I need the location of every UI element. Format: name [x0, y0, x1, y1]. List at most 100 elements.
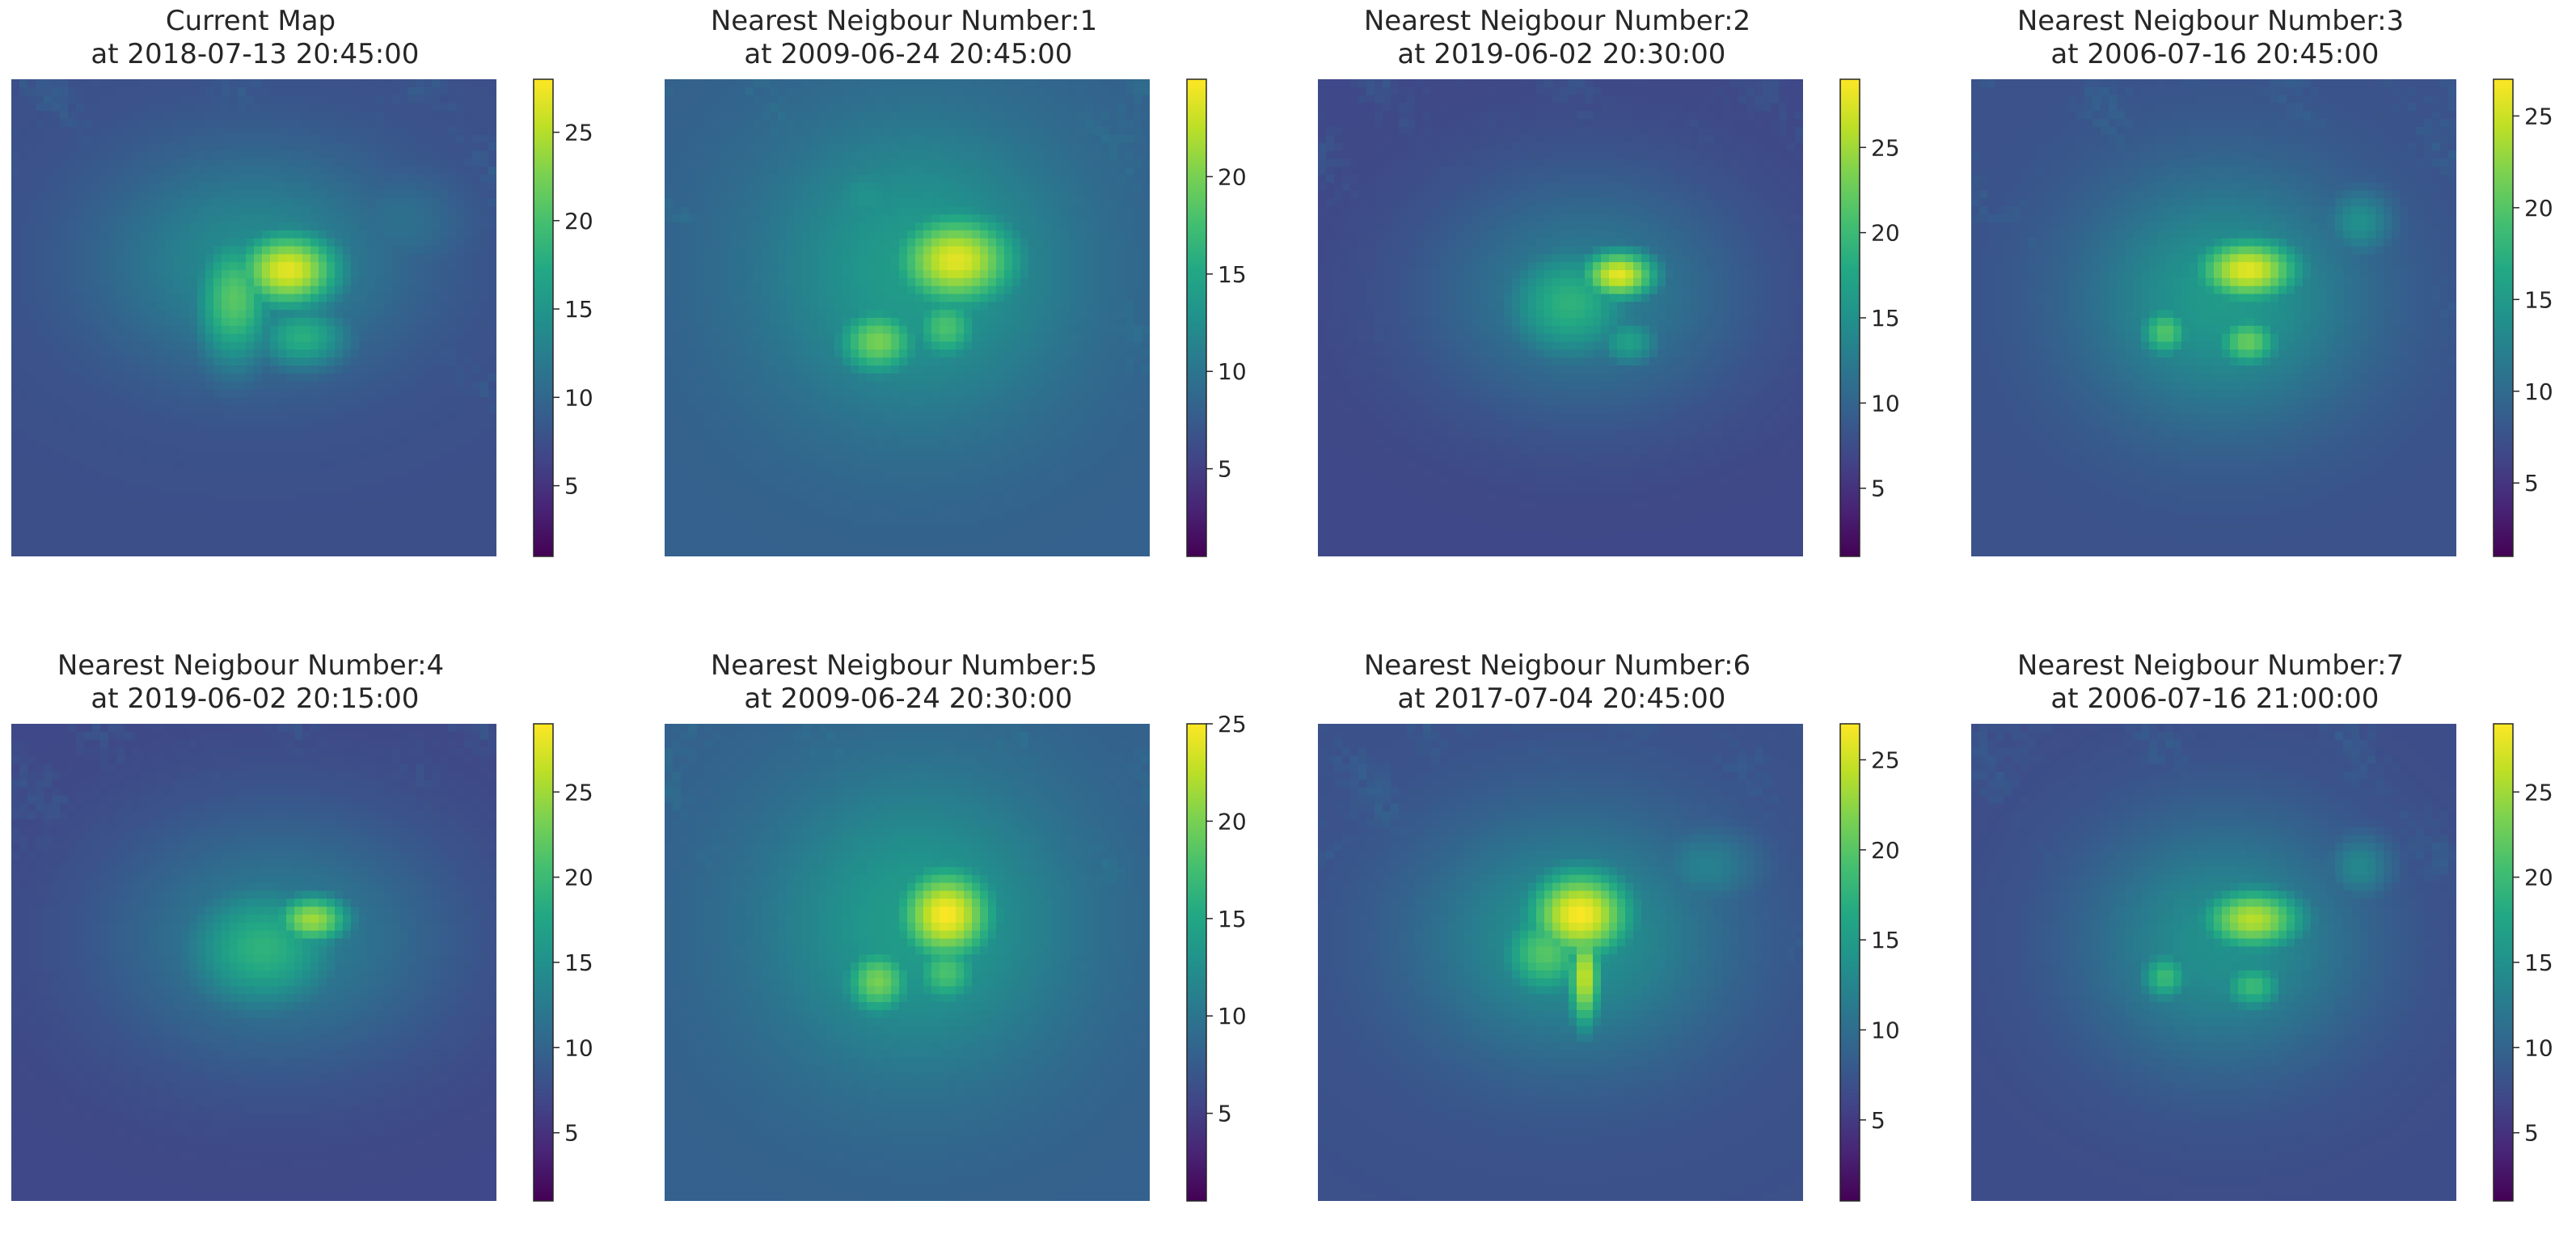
- heatmap-cell: [1004, 175, 1013, 183]
- heatmap-cell: [327, 318, 336, 326]
- heatmap-cell: [278, 366, 287, 374]
- heatmap-cell: [665, 79, 674, 87]
- heatmap-cell: [1142, 206, 1150, 214]
- heatmap-cell: [867, 239, 876, 247]
- heatmap-cell: [270, 374, 279, 382]
- heatmap-cell: [92, 286, 101, 294]
- heatmap-cell: [713, 222, 722, 230]
- heatmap-cell: [1069, 143, 1078, 151]
- heatmap-cell: [729, 254, 738, 262]
- heatmap-cell: [197, 230, 206, 239]
- heatmap-cell: [254, 517, 263, 525]
- heatmap-cell: [222, 366, 230, 374]
- heatmap-cell: [923, 247, 932, 255]
- heatmap-cell: [76, 318, 85, 326]
- heatmap-cell: [173, 421, 182, 429]
- heatmap-cell: [931, 151, 940, 159]
- heatmap-cell: [302, 548, 311, 556]
- heatmap-cell: [205, 390, 214, 398]
- heatmap-cell: [359, 357, 368, 366]
- heatmap-cell: [165, 509, 174, 517]
- heatmap-cell: [923, 119, 932, 127]
- heatmap-cell: [1037, 143, 1045, 151]
- heatmap-cell: [391, 247, 400, 255]
- heatmap-cell: [408, 438, 416, 446]
- heatmap-cell: [488, 493, 496, 501]
- heatmap-cell: [19, 326, 28, 334]
- heatmap-cell: [44, 318, 53, 326]
- heatmap-cell: [19, 143, 28, 151]
- heatmap-cell: [141, 254, 150, 262]
- heatmap-cell: [19, 262, 28, 270]
- heatmap-cell: [254, 390, 263, 398]
- heatmap-cell: [778, 183, 787, 191]
- heatmap-cell: [681, 222, 690, 230]
- heatmap-cell: [480, 254, 489, 262]
- heatmap-cell: [44, 493, 53, 501]
- heatmap-cell: [165, 517, 174, 525]
- heatmap-cell: [1061, 87, 1070, 95]
- heatmap-cell: [859, 214, 868, 222]
- heatmap-cell: [238, 262, 247, 270]
- heatmap-cell: [213, 525, 222, 533]
- heatmap-cell: [745, 247, 754, 255]
- heatmap-cell: [133, 413, 141, 421]
- heatmap-cell: [286, 278, 295, 286]
- heatmap-cell: [76, 270, 85, 278]
- heatmap-cell: [1085, 230, 1094, 239]
- heatmap-cell: [173, 318, 182, 326]
- heatmap-cell: [205, 445, 214, 453]
- heatmap-cell: [851, 199, 859, 207]
- heatmap-cell: [189, 175, 198, 183]
- heatmap-cell: [278, 469, 287, 477]
- heatmap-cell: [1109, 135, 1118, 143]
- heatmap-cell: [84, 247, 93, 255]
- heatmap-cell: [818, 222, 827, 230]
- heatmap-cell: [92, 302, 101, 310]
- heatmap-cell: [294, 167, 303, 175]
- heatmap-cell: [286, 405, 295, 413]
- heatmap-cell: [246, 382, 255, 390]
- heatmap-cell: [762, 87, 771, 95]
- heatmap-cell: [1004, 222, 1013, 230]
- heatmap-cell: [1142, 191, 1150, 199]
- heatmap-cell: [108, 397, 117, 405]
- heatmap-cell: [842, 127, 851, 135]
- heatmap-cell: [480, 397, 489, 405]
- heatmap-cell: [391, 127, 400, 135]
- heatmap-cell: [996, 127, 1005, 135]
- heatmap-cell: [343, 509, 352, 517]
- heatmap-cell: [27, 175, 36, 183]
- heatmap-cell: [270, 509, 279, 517]
- heatmap-cell: [149, 438, 158, 446]
- heatmap-cell: [1109, 167, 1118, 175]
- heatmap-cell: [956, 214, 965, 222]
- heatmap-cell: [165, 167, 174, 175]
- heatmap-cell: [19, 533, 28, 541]
- heatmap-cell: [133, 119, 141, 127]
- heatmap-cell: [133, 318, 141, 326]
- heatmap-cell: [181, 159, 190, 167]
- heatmap-cell: [440, 119, 449, 127]
- heatmap-cell: [222, 111, 230, 119]
- heatmap-cell: [665, 87, 674, 95]
- heatmap-cell: [84, 270, 93, 278]
- heatmap-cell: [108, 382, 117, 390]
- heatmap-cell: [665, 206, 674, 214]
- heatmap-cell: [238, 151, 247, 159]
- heatmap-cell: [343, 421, 352, 429]
- heatmap-cell: [1028, 143, 1037, 151]
- heatmap-cell: [246, 143, 255, 151]
- heatmap-cell: [92, 167, 101, 175]
- heatmap-cell: [116, 262, 125, 270]
- heatmap-cell: [842, 199, 851, 207]
- heatmap-cell: [1045, 95, 1054, 104]
- heatmap-cell: [36, 286, 44, 294]
- heatmap-cell: [351, 334, 360, 342]
- heatmap-cell: [11, 334, 20, 342]
- heatmap-cell: [68, 119, 77, 127]
- heatmap-cell: [343, 214, 352, 222]
- heatmap-cell: [480, 469, 489, 477]
- heatmap-cell: [440, 445, 449, 453]
- heatmap-cell: [1053, 87, 1062, 95]
